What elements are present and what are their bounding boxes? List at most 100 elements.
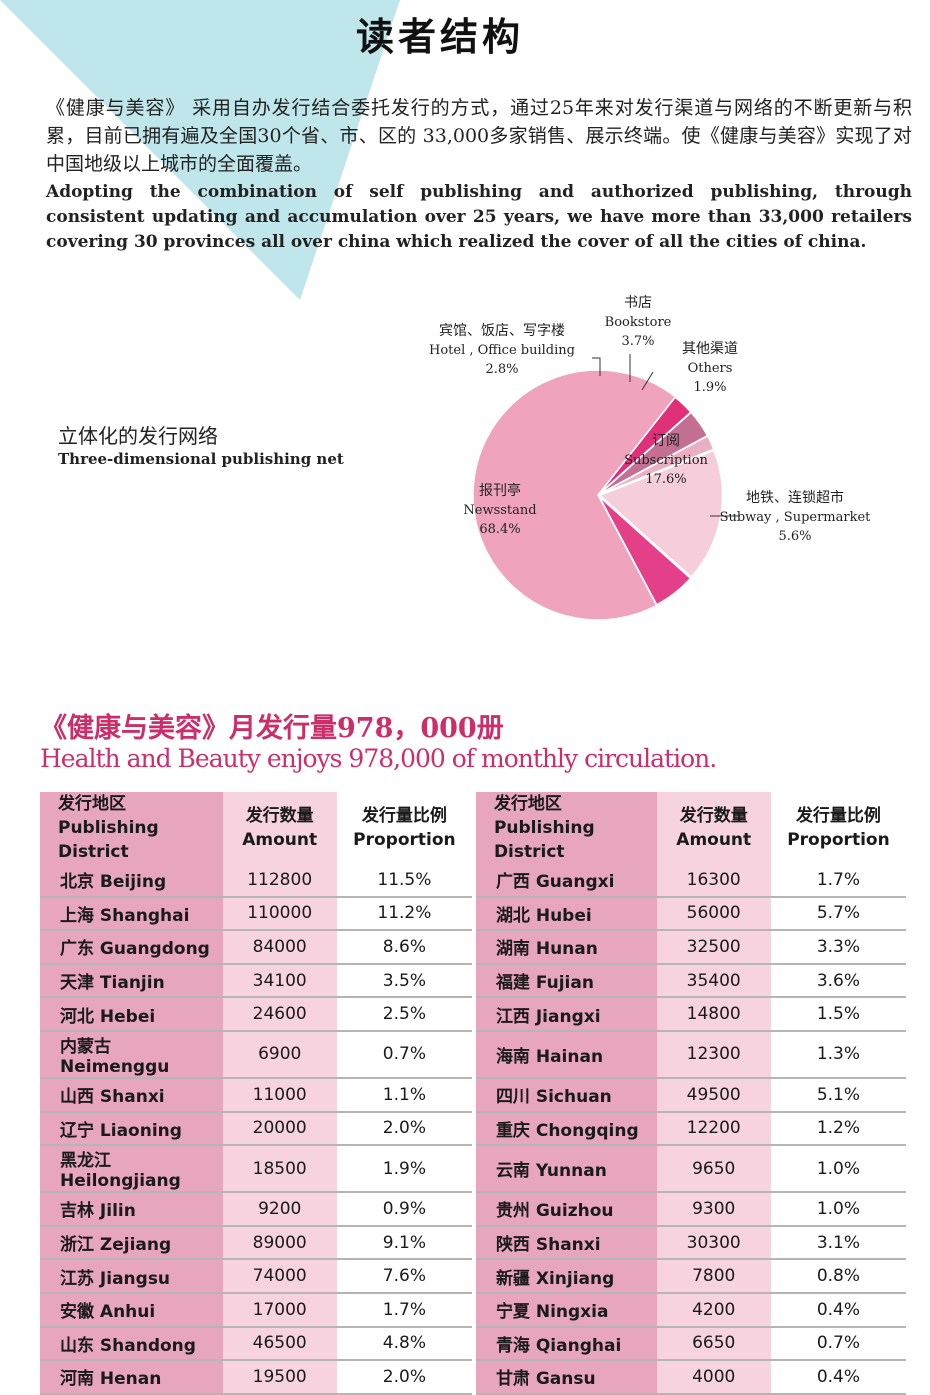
district-cell: 浙江 Zejiang bbox=[40, 1225, 223, 1261]
proportion-cell: 1.2% bbox=[770, 1111, 906, 1147]
amount-cell: 30300 bbox=[656, 1225, 771, 1261]
table-row: 天津 Tianjin 34100 3.5% 福建 Fujian 35400 3.6% bbox=[40, 963, 906, 999]
district-cell: 黑龙江 Heilongjiang bbox=[40, 1145, 223, 1194]
amount-cell: 84000 bbox=[222, 930, 337, 965]
proportion-cell: 4.8% bbox=[336, 1326, 474, 1362]
proportion-cell: 2.0% bbox=[336, 1111, 474, 1147]
slice-label-en: Bookstore bbox=[605, 315, 672, 330]
proportion-cell: 1.3% bbox=[770, 1030, 906, 1079]
table-body: 北京 Beijing 112800 11.5% 广西 Guangxi 16300 1.7%… bbox=[40, 864, 906, 1395]
amount-cell: 14800 bbox=[656, 997, 771, 1032]
proportion-cell: 9.1% bbox=[336, 1225, 474, 1261]
table-row: 山西 Shanxi 11000 1.1% 四川 Sichuan 49500 5.1% bbox=[40, 1077, 906, 1113]
slice-label-cn: 书店 bbox=[624, 295, 652, 311]
district-cell: 山西 Shanxi bbox=[40, 1077, 223, 1113]
district-cell: 天津 Tianjin bbox=[40, 963, 223, 999]
table-row: 江苏 Jiangsu 74000 7.6% 新疆 Xinjiang 7800 0.8% bbox=[40, 1259, 906, 1294]
proportion-cell: 11.5% bbox=[336, 864, 474, 898]
amount-cell: 46500 bbox=[222, 1326, 337, 1362]
district-cell: 湖南 Hunan bbox=[471, 930, 657, 965]
amount-cell: 4000 bbox=[656, 1360, 771, 1395]
page-title: 读者结构 bbox=[355, 14, 524, 59]
amount-cell: 110000 bbox=[222, 896, 337, 932]
table-header-row: 发行地区 Publishing District 发行数量 Amount 发行量比例… bbox=[40, 792, 906, 864]
header-amount-en: Amount bbox=[242, 830, 318, 850]
slice-value-label: 68.4% bbox=[479, 522, 520, 537]
slice-label-cn: 宾馆、饭店、写字楼 bbox=[439, 323, 565, 339]
district-cell: 江苏 Jiangsu bbox=[40, 1259, 223, 1294]
amount-cell: 6650 bbox=[656, 1326, 771, 1362]
district-cell: 山东 Shandong bbox=[40, 1326, 223, 1362]
background-triangle bbox=[0, 0, 400, 300]
intro-english: Adopting the combination of self publish… bbox=[46, 182, 912, 252]
proportion-cell: 0.8% bbox=[770, 1259, 906, 1294]
table-row: 辽宁 Liaoning 20000 2.0% 重庆 Chongqing 12200 1.2… bbox=[40, 1111, 906, 1147]
amount-cell: 35400 bbox=[656, 963, 771, 999]
slice-value-label: 17.6% bbox=[645, 472, 686, 487]
table-row: 河北 Hebei 24600 2.5% 江西 Jiangxi 14800 1.5% bbox=[40, 997, 906, 1032]
proportion-cell: 5.1% bbox=[770, 1077, 906, 1113]
slice-label-cn: 其他渠道 bbox=[682, 341, 738, 357]
district-cell: 湖北 Hubei bbox=[471, 896, 657, 932]
district-cell: 四川 Sichuan bbox=[471, 1077, 657, 1113]
table-row: 河南 Henan 19500 2.0% 甘肃 Gansu 4000 0.4% bbox=[40, 1360, 906, 1395]
district-cell: 云南 Yunnan bbox=[471, 1145, 657, 1194]
pie-slice-subscription bbox=[598, 449, 724, 579]
amount-cell: 18500 bbox=[222, 1145, 337, 1194]
header-district-en: Publishing District bbox=[58, 818, 159, 862]
proportion-cell: 0.4% bbox=[770, 1360, 906, 1395]
amount-cell: 9300 bbox=[656, 1192, 771, 1227]
header-district-en-right: Publishing District bbox=[493, 818, 595, 862]
slice-label-en: Hotel , Office building bbox=[429, 343, 575, 358]
amount-cell: 11000 bbox=[222, 1077, 337, 1113]
district-cell: 广东 Guangdong bbox=[40, 930, 223, 965]
header-amount: 发行数量 Amount bbox=[222, 792, 337, 864]
header-amount-cn: 发行数量 bbox=[245, 806, 314, 826]
amount-cell: 89000 bbox=[222, 1225, 337, 1261]
amount-cell: 7800 bbox=[656, 1259, 771, 1294]
intro-chinese: 《健康与美容》 采用自办发行结合委托发行的方式，通过25年来对发行渠道与网络的不… bbox=[46, 97, 912, 175]
district-cell: 陕西 Shanxi bbox=[471, 1225, 657, 1261]
table-row: 吉林 Jilin 9200 0.9% 贵州 Guizhou 9300 1.0% bbox=[40, 1192, 906, 1227]
slice-value-label: 3.7% bbox=[621, 334, 654, 349]
proportion-cell: 1.7% bbox=[336, 1292, 474, 1328]
slice-label-en: Others bbox=[688, 361, 733, 376]
leader-line bbox=[641, 371, 654, 391]
slice-label-cn: 地铁、连锁超市 bbox=[746, 489, 844, 506]
intro-section: 《健康与美容》 采用自办发行结合委托发行的方式，通过25年来对发行渠道与网络的不… bbox=[46, 94, 912, 255]
amount-cell: 12300 bbox=[656, 1030, 771, 1079]
slice-value-label: 2.8% bbox=[485, 362, 518, 377]
district-cell: 辽宁 Liaoning bbox=[40, 1111, 223, 1147]
header-district-right: 发行地区 Publishing District bbox=[471, 792, 657, 864]
table-row: 内蒙古 Neimenggu 6900 0.7% 海南 Hainan 12300 1.3% bbox=[40, 1030, 906, 1079]
table-row: 浙江 Zejiang 89000 9.1% 陕西 Shanxi 30300 3.1% bbox=[40, 1225, 906, 1261]
district-cell: 河南 Henan bbox=[40, 1360, 223, 1395]
header-proportion-cn-right: 发行量比例 bbox=[795, 806, 881, 826]
header-district-cn: 发行地区 bbox=[58, 794, 126, 814]
proportion-cell: 8.6% bbox=[336, 930, 474, 965]
slice-value-label: 1.9% bbox=[693, 380, 726, 395]
proportion-cell: 3.5% bbox=[336, 963, 474, 999]
proportion-cell: 7.6% bbox=[336, 1259, 474, 1294]
amount-cell: 20000 bbox=[222, 1111, 337, 1147]
district-cell: 海南 Hainan bbox=[471, 1030, 657, 1079]
proportion-cell: 2.5% bbox=[336, 997, 474, 1032]
slice-label-cn: 报刊亭 bbox=[479, 482, 521, 499]
amount-cell: 34100 bbox=[222, 963, 337, 999]
district-cell: 安徽 Anhui bbox=[40, 1292, 223, 1328]
amount-cell: 4200 bbox=[656, 1292, 771, 1328]
district-cell: 河北 Hebei bbox=[40, 997, 223, 1032]
amount-cell: 9200 bbox=[222, 1192, 337, 1227]
amount-cell: 16300 bbox=[656, 864, 771, 898]
proportion-cell: 1.1% bbox=[336, 1077, 474, 1113]
table-row: 安徽 Anhui 17000 1.7% 宁夏 Ningxia 4200 0.4% bbox=[40, 1292, 906, 1328]
proportion-cell: 1.9% bbox=[336, 1145, 474, 1194]
amount-cell: 9650 bbox=[656, 1145, 771, 1194]
pie-slice-newsstand bbox=[472, 369, 677, 621]
table-row: 上海 Shanghai 110000 11.2% 湖北 Hubei 56000 5.7% bbox=[40, 896, 906, 932]
network-heading-chinese: 立体化的发行网络 bbox=[58, 424, 218, 448]
pie-slice-subway-supermarket bbox=[598, 496, 692, 606]
proportion-cell: 2.0% bbox=[336, 1360, 474, 1395]
table-row: 山东 Shandong 46500 4.8% 青海 Qianghai 6650 0.7% bbox=[40, 1326, 906, 1362]
slice-label-en: Subway , Supermarket bbox=[720, 510, 872, 525]
